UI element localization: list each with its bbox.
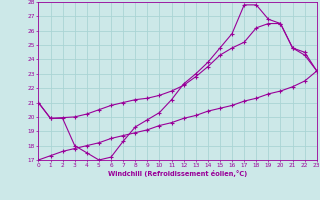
- X-axis label: Windchill (Refroidissement éolien,°C): Windchill (Refroidissement éolien,°C): [108, 170, 247, 177]
